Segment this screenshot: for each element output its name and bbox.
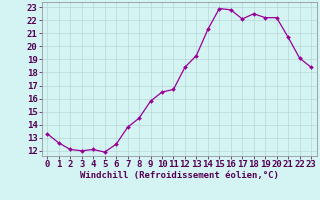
X-axis label: Windchill (Refroidissement éolien,°C): Windchill (Refroidissement éolien,°C): [80, 171, 279, 180]
